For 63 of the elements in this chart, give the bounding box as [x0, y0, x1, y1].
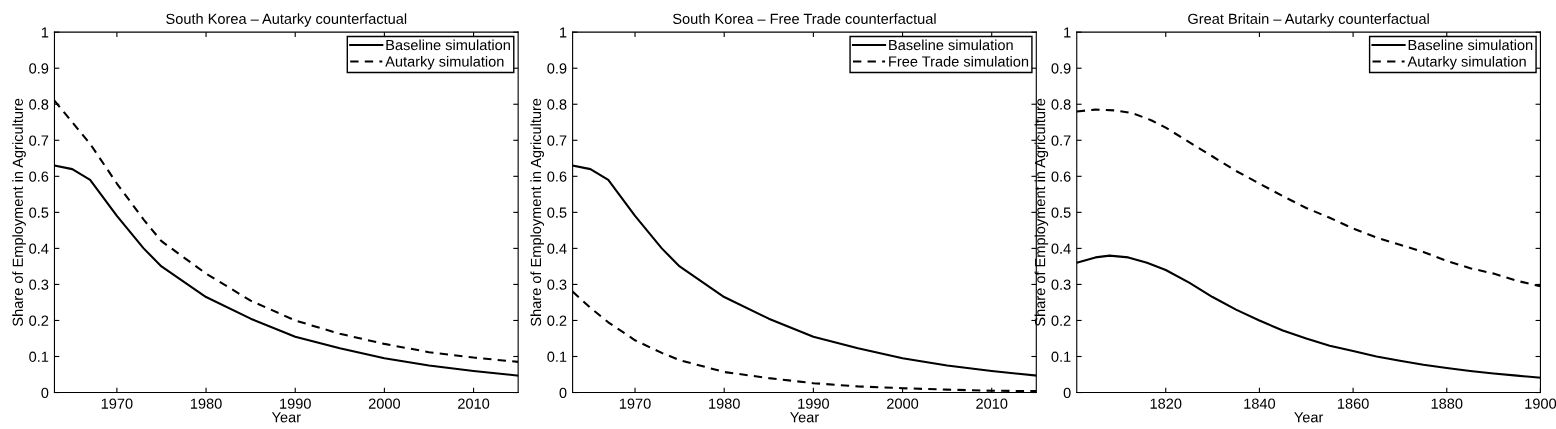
y-tick-label: 0.6 [29, 171, 49, 182]
chart-title: Great Britain – Autarky counterfactual [1188, 13, 1429, 27]
y-tick-label: 0.4 [1051, 243, 1071, 254]
y-tick-label: 0.9 [547, 63, 567, 74]
x-tick-label: 1980 [709, 398, 740, 409]
x-tick-label: 1990 [798, 398, 830, 409]
x-tick-label: 1860 [1337, 398, 1369, 409]
x-tick-label: 2000 [887, 398, 919, 409]
legend-label: Baseline simulation [1408, 39, 1533, 51]
legend-label: Free Trade simulation [889, 55, 1029, 67]
y-tick-label: 0.2 [1051, 315, 1071, 326]
x-tick-label: 1970 [619, 398, 651, 409]
y-tick-label: 0.8 [29, 99, 49, 110]
y-tick-label: 0.1 [547, 351, 567, 362]
y-tick-label: 0.8 [1051, 99, 1071, 110]
y-tick-label: 0.3 [29, 279, 49, 290]
x-tick-label: 1840 [1244, 398, 1276, 409]
y-tick-label: 0.3 [547, 279, 567, 290]
y-tick-label: 0.5 [1051, 207, 1071, 218]
y-tick-label: 1 [41, 27, 49, 38]
y-tick-label: 0.5 [29, 207, 49, 218]
y-tick-label: 0.3 [1051, 279, 1071, 290]
x-tick-label: 1900 [1525, 398, 1556, 409]
y-tick-label: 0.4 [547, 243, 567, 254]
legend-label: Baseline simulation [386, 39, 510, 51]
y-axis-title: Share of Employment in Agriculture [1034, 98, 1049, 326]
x-tick-label: 1980 [190, 398, 222, 409]
y-tick-label: 0.2 [29, 315, 49, 326]
legend-label: Autarky simulation [385, 55, 504, 70]
y-tick-label: 0.4 [29, 243, 49, 254]
y-tick-label: 0.2 [547, 315, 567, 326]
legend-label: Baseline simulation [889, 39, 1013, 51]
y-tick-label: 0.1 [29, 351, 49, 362]
y-tick-label: 0.8 [547, 99, 567, 110]
x-tick-label: 2010 [458, 398, 490, 409]
x-axis-title: Year [271, 412, 301, 423]
y-tick-label: 0.5 [547, 207, 567, 218]
y-tick-label: 0.6 [547, 171, 567, 182]
y-tick-label: 0.1 [1051, 351, 1071, 362]
y-tick-label: 0 [559, 387, 567, 398]
y-tick-label: 0 [41, 387, 49, 398]
y-tick-label: 0.7 [547, 135, 567, 146]
chart-title: South Korea – Free Trade counterfactual [672, 13, 936, 24]
y-tick-label: 1 [1064, 27, 1071, 38]
legend-label: Autarky simulation [1407, 55, 1526, 70]
x-axis-title: Year [790, 412, 819, 423]
y-axis-title: Share of Employment in Agriculture [12, 98, 26, 326]
x-tick-label: 1820 [1150, 398, 1182, 409]
y-tick-label: 0 [1063, 387, 1071, 398]
x-tick-label: 1990 [280, 398, 311, 409]
y-tick-label: 1 [560, 27, 567, 38]
x-tick-label: 1970 [101, 398, 133, 409]
y-tick-label: 0.7 [1051, 135, 1071, 146]
y-axis-title: Share of Employment in Agriculture [530, 98, 544, 326]
y-tick-label: 0.9 [29, 63, 49, 74]
x-axis-title: Year [1294, 412, 1324, 423]
x-tick-label: 1880 [1431, 398, 1463, 409]
y-tick-label: 0.7 [29, 135, 49, 146]
x-tick-label: 2010 [976, 398, 1008, 409]
y-tick-label: 0.9 [1051, 63, 1071, 74]
y-tick-label: 0.6 [1051, 171, 1071, 182]
x-tick-label: 2000 [368, 398, 401, 409]
chart-title: South Korea – Autarky counterfactual [166, 13, 407, 27]
